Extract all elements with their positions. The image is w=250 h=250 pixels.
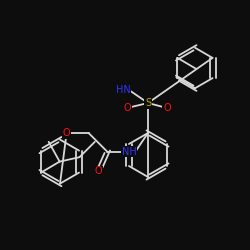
Text: NH: NH (122, 147, 137, 157)
Text: O: O (123, 103, 131, 113)
Text: HN: HN (116, 85, 130, 95)
Text: S: S (145, 98, 151, 108)
Text: O: O (63, 128, 70, 138)
Text: O: O (95, 166, 102, 176)
Text: O: O (163, 103, 171, 113)
